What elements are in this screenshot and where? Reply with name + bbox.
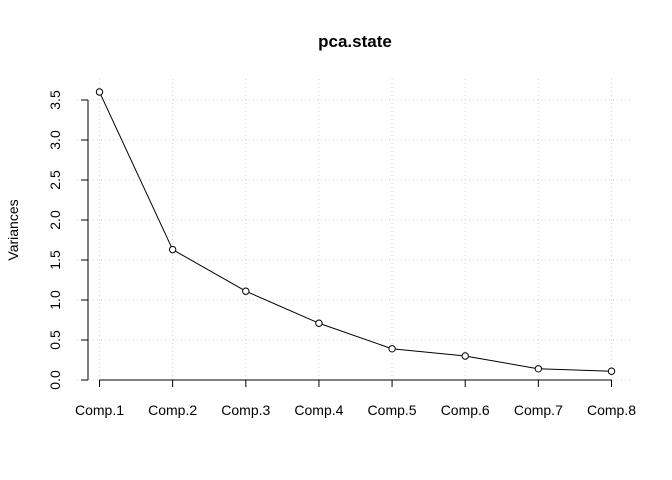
x-tick-label: Comp.2: [148, 402, 197, 418]
series-line-segment: [395, 348, 462, 357]
series: [95, 88, 616, 375]
y-tick-label: 0.0: [47, 370, 63, 390]
y-axis-label: Variances: [5, 199, 21, 260]
y-tick-label: 0.5: [47, 330, 63, 350]
x-tick-label: Comp.4: [294, 402, 343, 418]
data-point-comp-7: [534, 365, 543, 373]
y-tick-label: 2.5: [47, 170, 63, 190]
x-tick-label: Comp.5: [368, 402, 417, 418]
axes: 0.0 0.5 1.0 1.5 2.0 2.5 3.0 3.5 Comp.1 Comp.2 Comp…: [47, 90, 636, 418]
data-point-comp-3: [242, 287, 250, 295]
x-tick-label: Comp.7: [514, 402, 563, 418]
y-tick-label: 1.5: [47, 250, 63, 270]
series-line-segment: [322, 323, 389, 349]
series-line-segment: [541, 368, 609, 372]
y-tick-label: 1.0: [47, 290, 63, 310]
data-point-comp-1: [95, 88, 104, 96]
series-line-segment: [100, 94, 172, 247]
chart-title: pca.state: [318, 32, 392, 51]
data-point-comp-2: [168, 245, 177, 254]
data-point-comp-4: [315, 319, 323, 327]
x-tick-label: Comp.1: [75, 402, 124, 418]
data-point-comp-8: [607, 367, 616, 375]
x-tick-label: Comp.8: [587, 402, 636, 418]
data-point-comp-6: [461, 352, 469, 360]
y-tick-label: 2.0: [47, 210, 63, 230]
series-line-segment: [468, 356, 535, 369]
data-point-comp-5: [388, 345, 396, 353]
y-tick-label: 3.0: [47, 130, 63, 150]
series-line-segment: [248, 292, 316, 323]
y-tick-label: 3.5: [47, 90, 63, 110]
x-tick-label: Comp.6: [441, 402, 490, 418]
grid: [77, 79, 633, 381]
x-tick-label: Comp.3: [221, 402, 270, 418]
series-line-segment: [175, 250, 243, 290]
